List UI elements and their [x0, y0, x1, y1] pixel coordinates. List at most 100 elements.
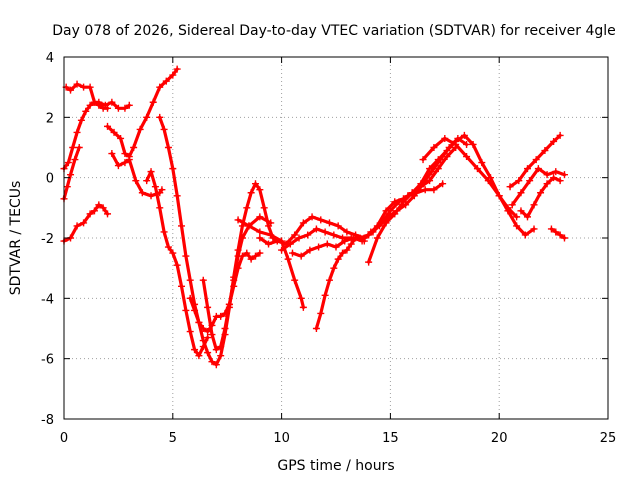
data-point — [297, 252, 305, 260]
data-point — [71, 156, 79, 164]
series-18 — [506, 131, 564, 191]
data-point — [121, 150, 129, 158]
data-point — [158, 186, 166, 194]
data-point — [212, 346, 220, 354]
data-point — [149, 98, 157, 106]
data-point — [199, 343, 207, 351]
data-point — [508, 201, 516, 209]
data-point — [160, 228, 168, 236]
data-point — [108, 150, 116, 158]
data-point — [256, 228, 264, 236]
y-tick-label: 4 — [46, 51, 54, 66]
data-point — [138, 189, 146, 197]
data-point — [343, 228, 351, 236]
data-point — [265, 240, 273, 248]
data-point — [552, 168, 560, 176]
data-point — [306, 246, 314, 254]
series-9 — [186, 249, 264, 336]
data-point — [426, 177, 434, 185]
y-tick-label: 0 — [46, 172, 54, 187]
data-point — [143, 113, 151, 121]
data-point — [173, 65, 181, 73]
data-point — [178, 282, 186, 290]
data-point — [212, 361, 220, 369]
y-tick-label: -4 — [41, 292, 54, 307]
data-point — [530, 201, 538, 209]
data-point — [504, 204, 512, 212]
data-point — [173, 261, 181, 269]
data-point — [80, 83, 88, 91]
data-point — [521, 231, 529, 239]
data-point — [104, 122, 112, 130]
data-point — [195, 318, 203, 326]
data-point — [332, 243, 340, 251]
data-point — [317, 309, 325, 317]
series-20 — [517, 174, 564, 221]
data-point — [86, 101, 94, 109]
data-point — [543, 180, 551, 188]
data-point — [108, 98, 116, 106]
data-point — [515, 177, 523, 185]
data-point — [114, 104, 122, 112]
data-point — [178, 222, 186, 230]
data-point — [256, 186, 264, 194]
data-point — [99, 204, 107, 212]
data-point — [186, 294, 194, 302]
data-point — [143, 177, 151, 185]
data-point — [360, 237, 368, 245]
data-point — [104, 210, 112, 218]
data-point — [90, 207, 98, 215]
data-point — [67, 171, 75, 179]
data-point — [217, 312, 225, 320]
data-point — [191, 306, 199, 314]
data-point — [117, 134, 125, 142]
data-point — [478, 159, 486, 167]
data-point — [506, 183, 514, 191]
x-axis-label: GPS time / hours — [277, 458, 394, 474]
data-point — [321, 291, 329, 299]
data-point — [260, 204, 268, 212]
data-point — [341, 237, 349, 245]
data-point — [156, 83, 164, 91]
data-point — [334, 222, 342, 230]
data-point — [408, 189, 416, 197]
chart-title: Day 078 of 2026, Sidereal Day-to-day VTE… — [52, 23, 616, 39]
y-tick-label: -8 — [41, 413, 54, 428]
plot-area — [60, 65, 568, 369]
data-point — [256, 213, 264, 221]
data-point — [69, 144, 77, 151]
data-point — [164, 144, 172, 151]
data-point — [421, 186, 429, 194]
axes: 0 5 10 15 20 25 -8 -6 -4 -2 0 2 4 — [41, 51, 616, 446]
data-point — [121, 159, 129, 167]
data-point — [95, 201, 103, 209]
data-point — [204, 349, 212, 357]
data-point — [130, 144, 138, 151]
data-point — [560, 171, 568, 179]
data-point — [288, 249, 296, 257]
data-point — [73, 80, 81, 88]
data-point — [182, 306, 190, 314]
data-point — [419, 156, 427, 164]
x-tick-label: 20 — [491, 431, 508, 446]
data-point — [286, 240, 294, 248]
data-point — [513, 213, 521, 221]
data-point — [238, 234, 246, 242]
series-19 — [508, 165, 568, 209]
data-point — [382, 219, 390, 227]
data-point — [323, 240, 331, 248]
data-point — [550, 174, 558, 182]
data-point — [547, 225, 555, 233]
data-point — [164, 243, 172, 251]
data-point — [325, 219, 333, 227]
data-point — [343, 246, 351, 254]
data-point — [230, 276, 238, 284]
data-point — [114, 162, 122, 170]
data-point — [534, 165, 542, 173]
data-point — [460, 131, 468, 139]
data-point — [191, 346, 199, 354]
data-point — [541, 147, 549, 155]
x-tick-label: 25 — [600, 431, 617, 446]
data-point — [382, 207, 390, 215]
